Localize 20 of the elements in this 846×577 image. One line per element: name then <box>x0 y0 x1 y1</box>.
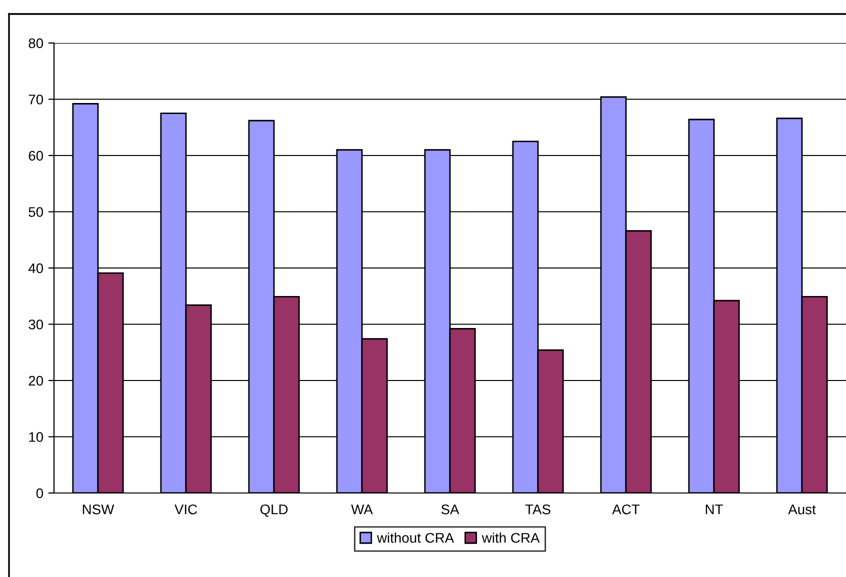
x-tick-label: NT <box>706 504 723 514</box>
y-tick-label: 70 <box>28 94 44 104</box>
y-tick-label: 60 <box>28 150 44 161</box>
x-tick-label: NSW <box>82 504 114 514</box>
x-tick-label: WA <box>351 504 373 514</box>
x-tick-label: VIC <box>174 504 198 514</box>
y-tick-label: 10 <box>29 432 44 442</box>
y-tick-label: 30 <box>28 320 44 330</box>
x-tick-label: ACT <box>612 504 640 514</box>
x-tick-label: QLD <box>260 504 288 517</box>
y-tick-label: 80 <box>28 38 44 48</box>
x-tick-label: SA <box>441 504 460 514</box>
y-tick-label: 20 <box>28 376 44 386</box>
legend-label: with CRA <box>482 532 540 543</box>
y-tick-label: 0 <box>36 488 44 498</box>
y-tick-label: 50 <box>28 207 44 217</box>
legend-label: without CRA <box>376 532 454 543</box>
y-tick-label: 40 <box>28 263 44 274</box>
x-tick-label: TAS <box>525 504 550 514</box>
x-tick-label: Aust <box>788 504 816 514</box>
